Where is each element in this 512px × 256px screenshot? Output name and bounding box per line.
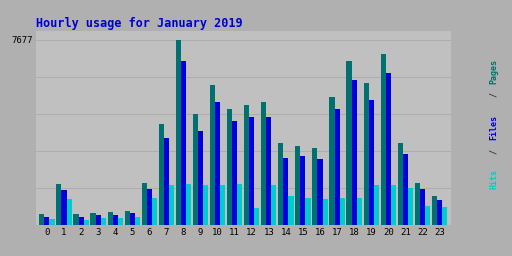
- Bar: [232, 122, 237, 225]
- Text: Pages: Pages: [489, 59, 499, 84]
- Bar: [159, 124, 164, 225]
- Bar: [96, 215, 101, 225]
- Bar: [271, 185, 276, 225]
- Bar: [249, 117, 254, 225]
- Bar: [415, 183, 420, 225]
- Text: Hourly usage for January 2019: Hourly usage for January 2019: [36, 17, 243, 29]
- Bar: [220, 185, 225, 225]
- Bar: [227, 109, 232, 225]
- Text: Hits: Hits: [489, 169, 499, 189]
- Bar: [339, 198, 345, 225]
- Bar: [420, 189, 425, 225]
- Bar: [215, 102, 220, 225]
- Bar: [142, 183, 147, 225]
- Bar: [398, 143, 403, 225]
- Bar: [352, 80, 357, 225]
- Bar: [101, 218, 106, 225]
- Bar: [369, 100, 374, 225]
- Text: /: /: [489, 148, 499, 159]
- Bar: [261, 102, 266, 225]
- Bar: [364, 83, 369, 225]
- Bar: [169, 185, 174, 225]
- Bar: [334, 109, 339, 225]
- Bar: [317, 159, 323, 225]
- Bar: [176, 40, 181, 225]
- Bar: [198, 131, 203, 225]
- Bar: [124, 211, 130, 225]
- Bar: [78, 217, 83, 225]
- Bar: [380, 54, 386, 225]
- Bar: [254, 208, 260, 225]
- Bar: [108, 212, 113, 225]
- Bar: [374, 185, 379, 225]
- Bar: [301, 156, 306, 225]
- Bar: [312, 148, 317, 225]
- Bar: [135, 217, 140, 225]
- Bar: [323, 199, 328, 225]
- Text: /: /: [489, 92, 499, 102]
- Bar: [288, 196, 293, 225]
- Bar: [61, 190, 67, 225]
- Bar: [425, 206, 430, 225]
- Bar: [283, 158, 288, 225]
- Bar: [437, 200, 442, 225]
- Bar: [113, 215, 118, 225]
- Bar: [193, 114, 198, 225]
- Bar: [442, 207, 447, 225]
- Bar: [403, 154, 408, 225]
- Bar: [67, 199, 72, 225]
- Bar: [118, 218, 123, 225]
- Bar: [210, 85, 215, 225]
- Bar: [278, 143, 283, 225]
- Bar: [152, 198, 157, 225]
- Bar: [73, 214, 78, 225]
- Bar: [39, 214, 45, 225]
- Bar: [237, 184, 242, 225]
- Bar: [147, 189, 152, 225]
- Bar: [130, 214, 135, 225]
- Bar: [329, 97, 334, 225]
- Bar: [357, 198, 362, 225]
- Bar: [306, 198, 311, 225]
- Bar: [266, 117, 271, 225]
- Bar: [186, 184, 191, 225]
- Bar: [181, 61, 186, 225]
- Bar: [203, 185, 208, 225]
- Text: Files: Files: [489, 115, 499, 141]
- Bar: [45, 217, 50, 225]
- Bar: [408, 188, 413, 225]
- Bar: [83, 220, 89, 225]
- Bar: [91, 213, 96, 225]
- Bar: [386, 73, 391, 225]
- Bar: [244, 105, 249, 225]
- Bar: [164, 138, 169, 225]
- Bar: [432, 196, 437, 225]
- Bar: [347, 61, 352, 225]
- Bar: [56, 184, 61, 225]
- Bar: [391, 185, 396, 225]
- Bar: [50, 219, 55, 225]
- Bar: [295, 146, 301, 225]
